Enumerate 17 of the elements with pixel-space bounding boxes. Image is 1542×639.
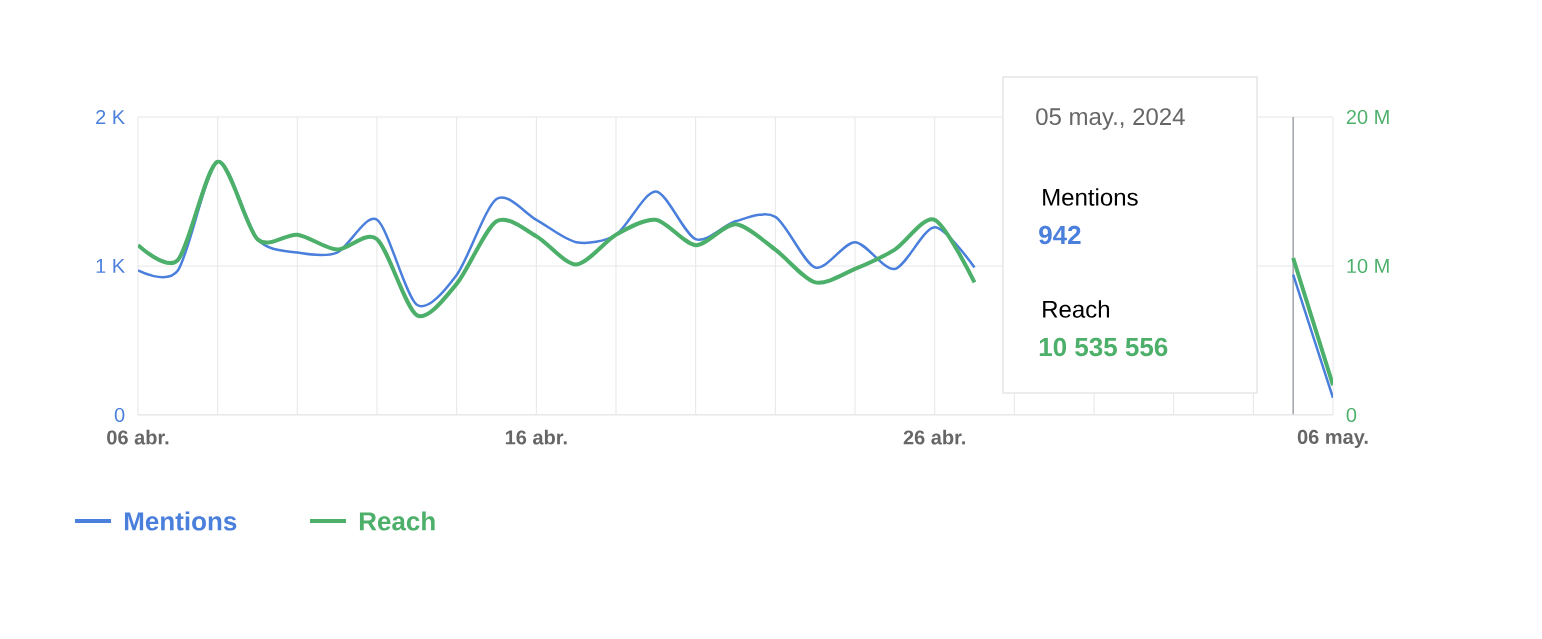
- y-tick-label: 2 K: [96, 110, 125, 124]
- x-tick-label: 06 may.: [1297, 429, 1368, 448]
- annotation: 942: [1039, 225, 1081, 245]
- legend-label: Reach: [359, 511, 435, 531]
- annotation: Mentions: [1043, 188, 1138, 206]
- x-tick-label: 16 abr.: [505, 429, 567, 445]
- x-tick-label: 06 abr.: [107, 429, 169, 445]
- annotation: Reach: [1043, 300, 1110, 318]
- y-tick-label: 1 K: [96, 259, 125, 273]
- y2-tick-label: 0: [1346, 407, 1357, 423]
- y-tick-label: 0: [114, 407, 125, 423]
- y2-tick-label: 20 M: [1346, 109, 1389, 125]
- annotation: 05 may., 2024: [1036, 108, 1185, 130]
- x-tick-label: 26 abr.: [903, 429, 965, 445]
- y2-tick-label: 10 M: [1347, 258, 1389, 274]
- annotation: 10 535 556: [1039, 337, 1168, 357]
- legend-label: Mentions: [124, 511, 237, 531]
